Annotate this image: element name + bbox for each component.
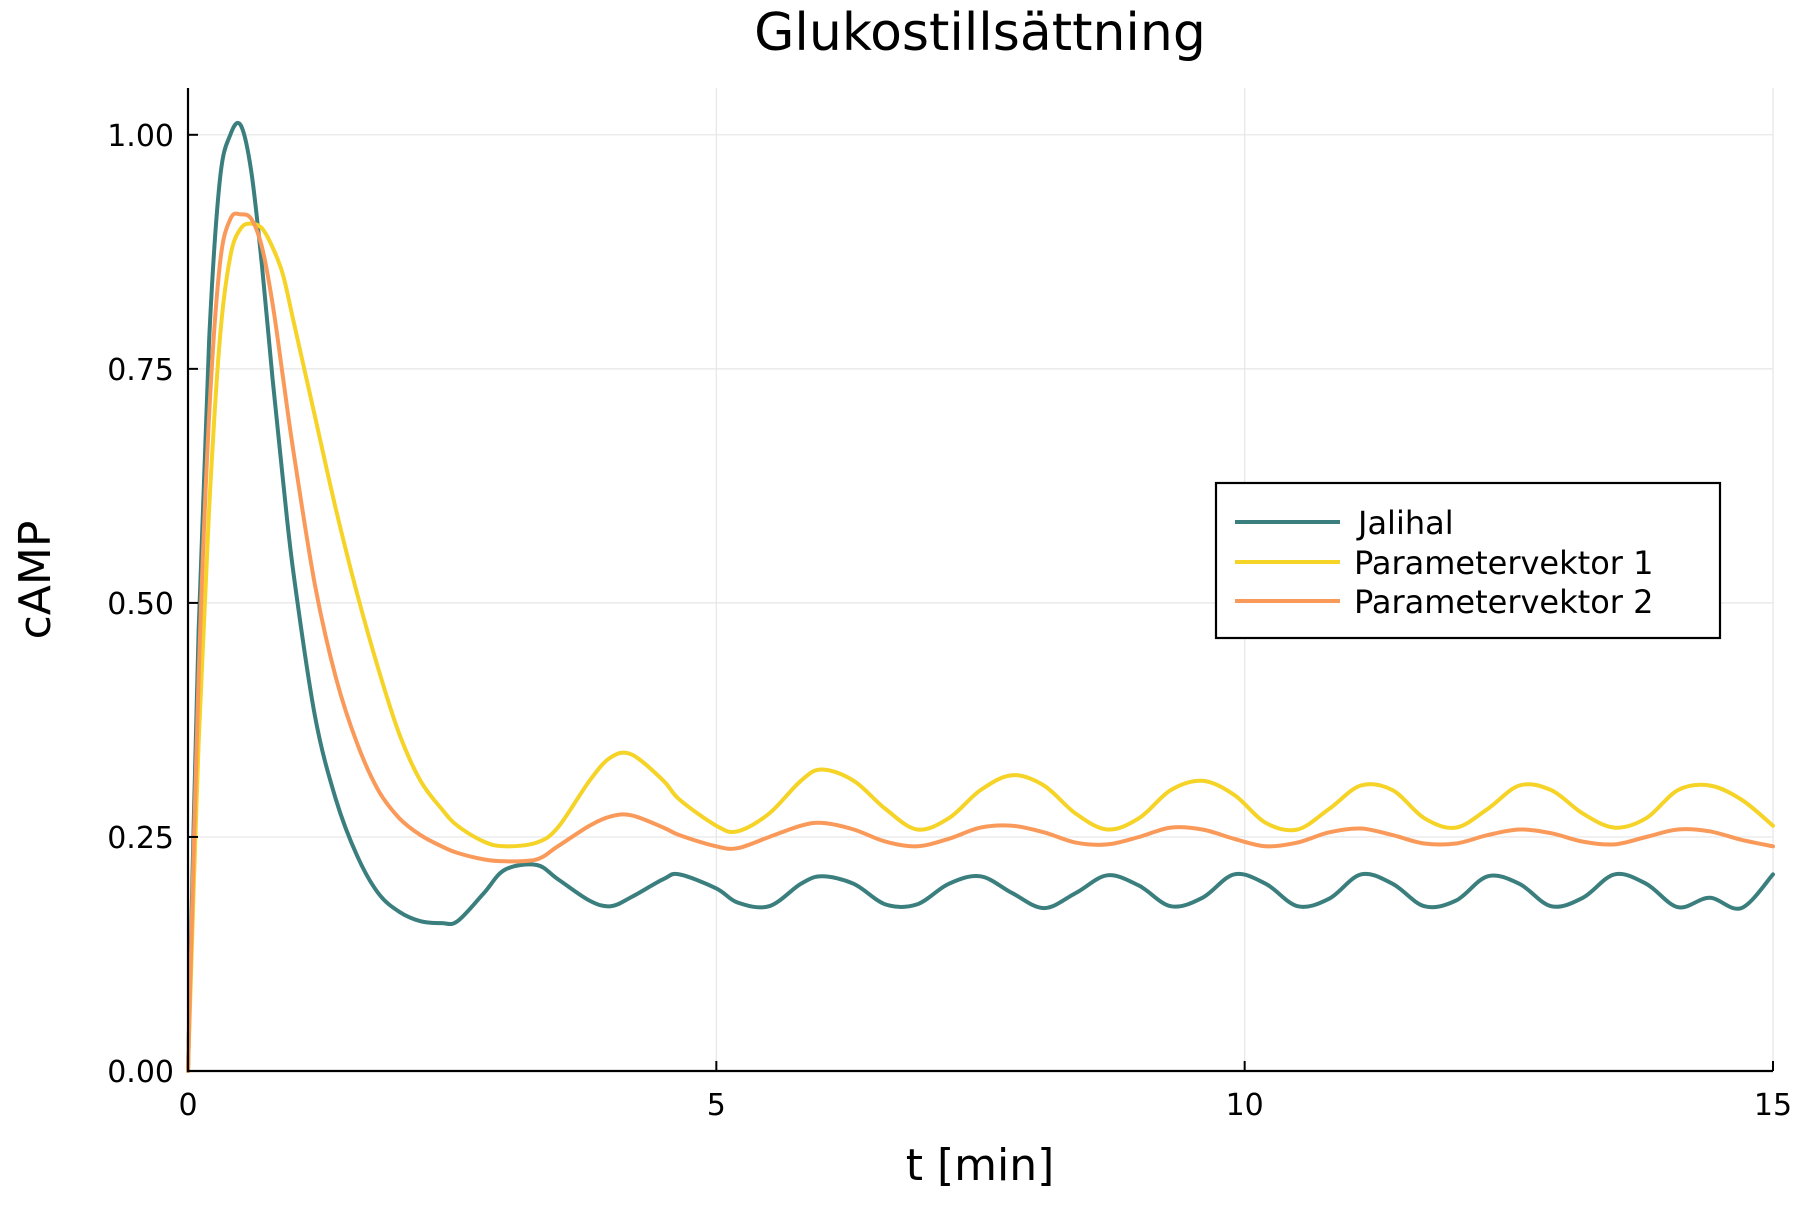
axes	[186, 88, 1773, 1073]
x-tick-label-2: 10	[1226, 1088, 1264, 1123]
chart-title: Glukostillsättning	[754, 3, 1206, 63]
legend-label-parametervektor-1: Parametervektor 1	[1354, 544, 1653, 582]
grid	[188, 88, 1774, 1071]
series-line-parametervektor-2	[186, 211, 1775, 1073]
y-axis-label: cAMP	[10, 521, 61, 640]
x-axis-label: t [min]	[906, 1140, 1055, 1191]
legend-label-jalihal: Jalihal	[1356, 504, 1454, 542]
series-line-jalihal	[186, 120, 1775, 1073]
x-tick-label-3: 15	[1754, 1088, 1792, 1123]
ticks: 0 5 10 15 0.00 0.25 0.50 0.75 1.00	[107, 119, 1792, 1123]
legend: Jalihal Parametervektor 1 Parametervekto…	[1214, 481, 1722, 640]
y-tick-label-4: 1.00	[107, 119, 174, 154]
y-tick-label-3: 0.75	[107, 353, 174, 388]
y-tick-label-0: 0.00	[107, 1055, 174, 1090]
series-lines	[186, 120, 1775, 1073]
x-tick-label-1: 5	[707, 1088, 726, 1123]
y-tick-label-2: 0.50	[107, 587, 174, 622]
y-tick-label-1: 0.25	[107, 821, 174, 856]
series-line-parametervektor-1	[186, 221, 1775, 1073]
x-tick-label-0: 0	[178, 1088, 197, 1123]
legend-label-parametervektor-2: Parametervektor 2	[1354, 583, 1653, 621]
